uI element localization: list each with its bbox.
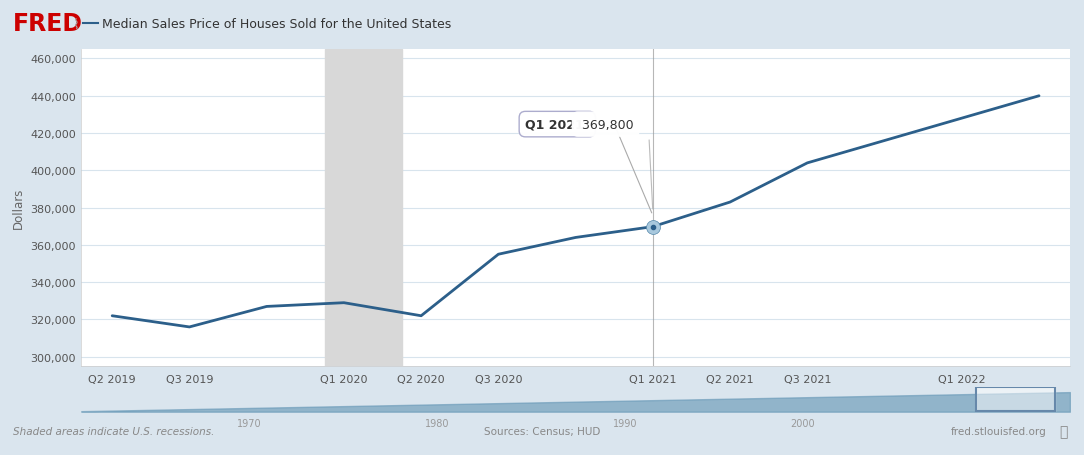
Text: 1970: 1970 bbox=[237, 418, 261, 428]
Text: fred.stlouisfed.org: fred.stlouisfed.org bbox=[951, 426, 1046, 436]
Text: 369,800: 369,800 bbox=[578, 118, 633, 131]
Y-axis label: Dollars: Dollars bbox=[12, 187, 25, 229]
Text: Shaded areas indicate U.S. recessions.: Shaded areas indicate U.S. recessions. bbox=[13, 426, 215, 436]
Text: Median Sales Price of Houses Sold for the United States: Median Sales Price of Houses Sold for th… bbox=[102, 18, 451, 30]
Text: FRED: FRED bbox=[13, 12, 83, 36]
Text: Q1 2021:: Q1 2021: bbox=[526, 118, 589, 131]
Text: 2000: 2000 bbox=[790, 418, 815, 428]
Text: 1980: 1980 bbox=[425, 418, 450, 428]
Text: ⤢: ⤢ bbox=[1059, 424, 1068, 438]
Bar bbox=[976, 387, 1055, 412]
Text: Sources: Census; HUD: Sources: Census; HUD bbox=[483, 426, 601, 436]
Text: ⌇: ⌇ bbox=[73, 17, 80, 31]
Bar bbox=[324, 50, 402, 366]
Text: 1990: 1990 bbox=[612, 418, 637, 428]
